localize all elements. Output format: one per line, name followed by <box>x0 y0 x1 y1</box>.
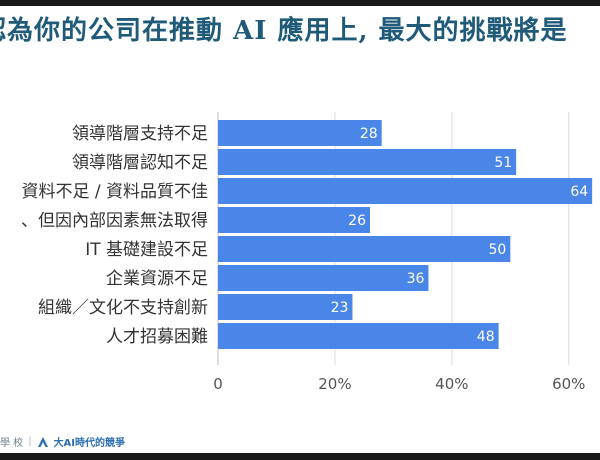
category-label: 領導階層認知不足 <box>72 153 208 173</box>
data-label: 50 <box>488 242 506 258</box>
footer-left-text: 學 校 <box>0 438 24 449</box>
tick-label: 20% <box>318 375 351 393</box>
bar <box>218 178 593 204</box>
category-label: IT 基礎建設不足 <box>85 240 208 260</box>
bar <box>218 236 511 262</box>
bar <box>218 207 370 233</box>
chart-title: 認為你的公司在推動 AI 應用上, 最大的挑戰將是 <box>0 16 568 46</box>
bottom-frame-edge <box>0 453 600 460</box>
data-label: 28 <box>360 126 378 142</box>
data-label: 23 <box>331 300 349 316</box>
data-label: 51 <box>494 155 512 171</box>
brand-logo-icon <box>37 436 48 447</box>
bar <box>218 265 429 291</box>
footer: 學 校 | 大AI時代的競爭 <box>0 434 125 449</box>
tick-label: 60% <box>552 375 585 393</box>
category-label: 人才招募困難 <box>106 327 208 347</box>
tick-label: 40% <box>435 375 468 393</box>
category-label: 企業資源不足 <box>106 269 208 289</box>
top-frame-edge <box>0 0 600 6</box>
category-label: 資料不足 / 資料品質不佳 <box>21 182 208 202</box>
tick-label: 0 <box>213 375 223 393</box>
bar <box>218 149 517 175</box>
bar <box>218 120 382 146</box>
data-label: 26 <box>348 213 366 229</box>
footer-separator: | <box>28 436 32 447</box>
category-label: 、但因內部因素無法取得 <box>21 211 208 231</box>
category-label: 領導階層支持不足 <box>72 124 208 144</box>
footer-brand-text: 大AI時代的競爭 <box>53 438 126 449</box>
data-label: 64 <box>570 184 588 200</box>
category-label: 組織／文化不支持創新 <box>38 298 208 318</box>
bar <box>218 323 499 349</box>
bar <box>218 294 353 320</box>
data-label: 36 <box>407 271 425 287</box>
data-label: 48 <box>477 329 495 345</box>
